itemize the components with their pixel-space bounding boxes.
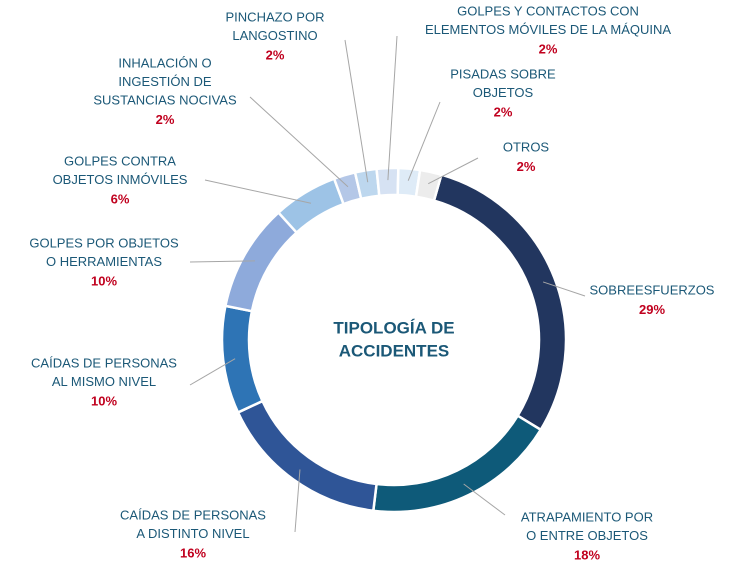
segment-label: GOLPES POR OBJETOS — [29, 235, 179, 250]
donut-segment — [220, 304, 265, 415]
segment-label: CAÍDAS DE PERSONAS — [31, 355, 177, 370]
donut-segment — [414, 168, 443, 203]
segment-label: ATRAPAMIENTO POR — [521, 509, 653, 524]
segment-label: SOBREESFUERZOS — [590, 282, 715, 297]
segment-label: A DISTINTO NIVEL — [136, 526, 249, 541]
donut-segment — [276, 177, 346, 235]
value-label: 16% — [180, 545, 206, 560]
segment-label: AL MISMO NIVEL — [52, 374, 156, 389]
leader-line — [189, 260, 255, 263]
leader-line — [189, 358, 236, 386]
segment-label: GOLPES CONTRA — [64, 153, 176, 168]
segment-label: CAÍDAS DE PERSONAS — [120, 507, 266, 522]
donut-segment — [371, 413, 543, 514]
donut-segment — [223, 210, 299, 313]
segment-label: INHALACIÓN O — [118, 55, 211, 70]
segment-label: ELEMENTOS MÓVILES DE LA MÁQUINA — [425, 22, 671, 37]
segment-label: OBJETOS INMÓVILES — [53, 172, 188, 187]
segment-label: GOLPES Y CONTACTOS CON — [457, 3, 639, 18]
value-label: 18% — [574, 547, 600, 562]
segment-label: PINCHAZO POR — [226, 9, 325, 24]
value-label: 10% — [91, 273, 117, 288]
leader-line — [542, 281, 586, 297]
leader-line — [344, 39, 369, 183]
leader-line — [249, 96, 349, 188]
value-label: 2% — [156, 112, 175, 127]
donut-segment — [375, 166, 400, 198]
value-label: 2% — [266, 47, 285, 62]
value-label: 6% — [111, 191, 130, 206]
leader-line — [428, 157, 479, 185]
segment-label: SUSTANCIAS NOCIVAS — [93, 92, 237, 107]
leader-line — [294, 469, 301, 533]
value-label: 10% — [91, 393, 117, 408]
segment-label: O HERRAMIENTAS — [46, 254, 162, 269]
leader-line — [387, 35, 398, 181]
leader-line — [463, 483, 506, 516]
segment-label: PISADAS SOBRE — [450, 66, 556, 81]
value-label: 2% — [539, 41, 558, 56]
segment-label: OTROS — [503, 139, 550, 154]
segment-label: LANGOSTINO — [232, 28, 317, 43]
value-label: 2% — [494, 104, 513, 119]
segment-label: O ENTRE OBJETOS — [526, 528, 648, 543]
donut-segment — [432, 173, 568, 432]
leader-line — [407, 101, 441, 181]
value-label: 2% — [517, 159, 536, 174]
donut-segment — [236, 399, 378, 513]
chart-title: TIPOLOGÍA DE — [333, 318, 454, 337]
segment-label: INGESTIÓN DE — [118, 74, 212, 89]
value-label: 29% — [639, 302, 665, 317]
segment-label: OBJETOS — [473, 85, 534, 100]
leader-line — [204, 179, 312, 204]
chart-title: ACCIDENTES — [339, 341, 450, 360]
